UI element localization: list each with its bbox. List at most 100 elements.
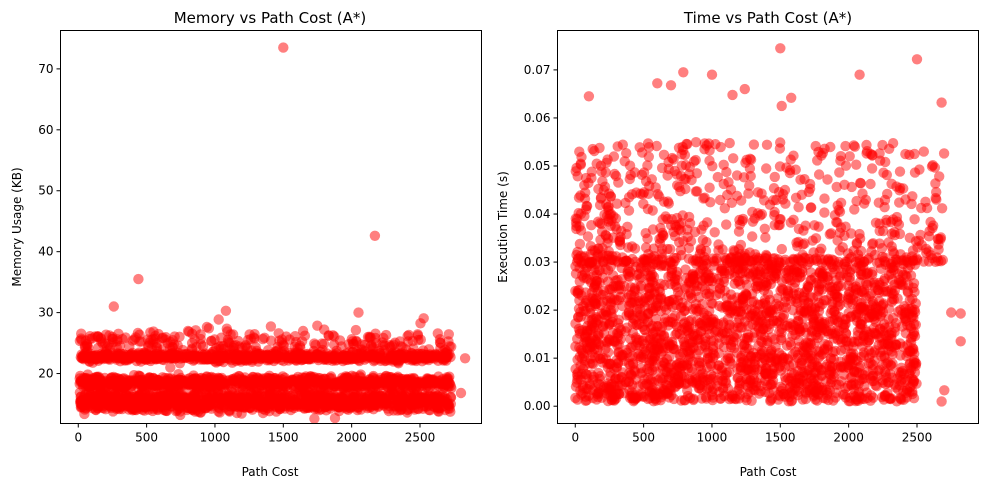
data-point — [124, 341, 135, 352]
y-tick-label: 20 — [38, 367, 53, 381]
x-tick-label: 2000 — [336, 431, 367, 445]
data-point — [459, 353, 471, 364]
data-point — [346, 334, 357, 345]
data-point — [330, 392, 341, 403]
data-point — [95, 333, 107, 344]
data-point — [421, 349, 432, 361]
data-point — [305, 371, 316, 382]
data-point — [644, 386, 655, 397]
data-point — [257, 374, 268, 385]
data-point — [213, 314, 224, 325]
data-point — [196, 372, 207, 384]
data-point — [195, 329, 206, 340]
data-point — [309, 413, 320, 424]
data-point — [128, 370, 140, 381]
data-point — [134, 329, 145, 340]
data-point — [133, 273, 144, 285]
data-point — [284, 376, 295, 387]
y-tick-label: 40 — [38, 245, 53, 259]
data-point — [251, 353, 262, 364]
data-point — [186, 337, 198, 349]
data-point — [203, 323, 215, 334]
y-tick-label: 30 — [38, 306, 53, 320]
data-point — [197, 341, 209, 352]
data-point — [215, 343, 227, 354]
data-point — [158, 344, 169, 355]
data-point — [694, 318, 705, 329]
data-point — [342, 371, 353, 383]
data-point — [380, 329, 392, 341]
data-point — [397, 373, 408, 385]
data-point — [317, 396, 328, 407]
data-point — [455, 387, 467, 399]
data-point — [177, 391, 189, 402]
data-point — [172, 405, 183, 416]
data-point — [148, 326, 159, 337]
data-point — [835, 345, 847, 356]
data-point — [112, 334, 123, 345]
data-point — [382, 350, 393, 361]
data-point — [143, 395, 155, 406]
data-point — [156, 393, 168, 404]
data-point — [407, 348, 418, 359]
data-point — [81, 341, 92, 353]
data-point — [331, 345, 342, 356]
data-point — [278, 42, 289, 53]
data-point — [327, 330, 339, 341]
data-point — [264, 351, 275, 362]
data-point — [409, 395, 420, 406]
data-point — [415, 318, 426, 329]
data-point — [311, 348, 322, 360]
data-point — [274, 373, 286, 384]
y-tick-label: 50 — [38, 184, 53, 198]
data-point — [265, 321, 277, 332]
data-point — [206, 371, 217, 383]
data-point — [765, 278, 776, 290]
data-point — [644, 295, 655, 306]
data-point — [84, 375, 96, 386]
data-point — [683, 354, 694, 365]
data-point — [100, 391, 111, 402]
data-point — [765, 395, 776, 407]
data-point — [577, 380, 588, 391]
data-point — [318, 338, 330, 350]
x-tick-label: 0 — [74, 431, 82, 445]
data-point — [229, 392, 241, 403]
data-point — [408, 373, 420, 385]
data-point — [753, 388, 765, 399]
data-point — [432, 328, 443, 339]
data-point — [445, 406, 456, 417]
data-point — [789, 282, 800, 293]
memory-x-axis-label: Path Cost — [242, 465, 299, 479]
data-point — [240, 391, 251, 402]
x-tick-label: 1000 — [200, 431, 231, 445]
data-point — [880, 390, 891, 402]
data-point — [220, 305, 232, 316]
data-point — [311, 403, 323, 414]
data-point — [437, 374, 448, 385]
y-tick-label: 70 — [38, 62, 53, 76]
data-point — [625, 334, 636, 345]
data-point — [905, 322, 917, 334]
data-point — [110, 352, 121, 363]
data-point — [790, 296, 801, 307]
data-point — [75, 370, 86, 382]
data-point — [350, 324, 362, 336]
data-point — [426, 374, 438, 385]
data-point — [118, 393, 130, 405]
data-point — [905, 337, 917, 348]
data-point — [858, 347, 870, 358]
x-tick-label: 2500 — [405, 431, 436, 445]
data-point — [429, 392, 440, 404]
data-point — [148, 372, 159, 384]
data-point — [868, 347, 880, 358]
data-point — [354, 348, 366, 359]
x-tick-label: 500 — [135, 431, 158, 445]
memory-points — [74, 42, 471, 424]
data-point — [687, 330, 698, 341]
data-point — [369, 230, 381, 241]
data-point — [240, 341, 251, 352]
data-point — [84, 331, 96, 342]
data-point — [171, 375, 182, 387]
